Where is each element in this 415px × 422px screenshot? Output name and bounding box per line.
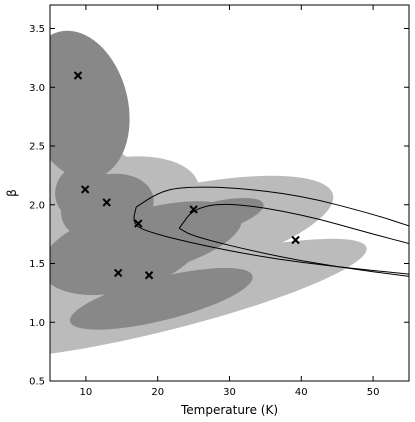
- contour-line: [178, 203, 409, 244]
- axis-ticks: 10 20 30 40 50 0.5 1.0 1.5 2.0 2.5 3.0 3.5: [29, 5, 409, 398]
- data-points: [73, 71, 300, 280]
- y-tick-label: 2.0: [29, 200, 45, 211]
- y-tick-label: 3.0: [29, 83, 45, 94]
- data-point-stroke: [189, 205, 198, 214]
- data-point: [114, 268, 123, 278]
- data-point-stroke: [80, 185, 90, 194]
- contour-line: [135, 186, 409, 227]
- x-tick-label: 20: [151, 387, 164, 398]
- data-point: [189, 205, 198, 214]
- y-tick-label: 1.5: [29, 259, 45, 270]
- x-tick-label: 50: [367, 387, 380, 398]
- data-point: [144, 271, 154, 280]
- data-point: [102, 198, 111, 207]
- x-axis-title: Temperature (K): [180, 403, 278, 417]
- data-point: [80, 185, 90, 194]
- y-tick-label: 3.5: [29, 24, 45, 35]
- data-point: [291, 235, 300, 245]
- confidence-region-inner: [50, 30, 130, 180]
- y-tick-label: 1.0: [29, 318, 45, 329]
- contour-lines: [133, 186, 409, 277]
- y-axis-title: β: [5, 189, 19, 197]
- data-point: [73, 71, 83, 80]
- data-point-stroke: [291, 235, 300, 245]
- x-tick-label: 10: [80, 387, 93, 398]
- confidence-regions: [50, 30, 367, 359]
- data-point-stroke: [114, 268, 123, 278]
- x-tick-label: 30: [223, 387, 236, 398]
- contour-line: [178, 227, 409, 277]
- y-tick-label: 2.5: [29, 142, 45, 153]
- data-point-stroke: [144, 271, 154, 280]
- data-point-stroke: [102, 198, 111, 207]
- x-tick-label: 40: [295, 387, 308, 398]
- data-point-stroke: [134, 219, 143, 228]
- data-point: [134, 219, 143, 228]
- y-tick-label: 0.5: [29, 377, 45, 388]
- contour-line: [133, 206, 409, 275]
- data-point-stroke: [73, 71, 83, 80]
- confidence-region-inner: [69, 267, 253, 330]
